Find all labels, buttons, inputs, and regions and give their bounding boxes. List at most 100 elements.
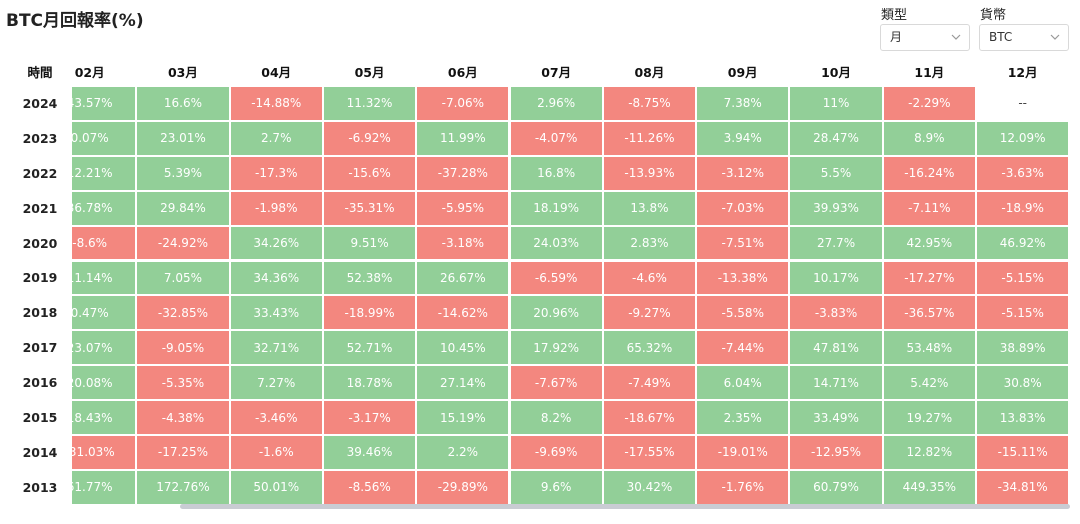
return-cell: -18.9% [977,191,1069,225]
return-cell: 449.35% [883,470,975,504]
return-cell: -37.28% [417,156,509,190]
return-cell: 27.7% [790,226,882,260]
return-cell: 39.46% [323,436,416,469]
return-cell: -8.56% [323,470,416,504]
return-cell: 11.99% [417,121,509,155]
header-cell: 06月 [447,64,478,80]
year-cell: 2019 [22,270,58,286]
return-cell: -16.24% [883,156,975,190]
return-cell: -6.59% [510,261,602,295]
return-cell: 16.8% [510,156,602,190]
return-cell: 9.6% [510,470,602,504]
return-cell: 20.96% [510,296,602,330]
return-cell: -13.38% [697,261,789,295]
return-cell: -17.55% [603,436,696,469]
return-cell: -8.75% [603,87,696,120]
return-cell: 24.03% [510,226,602,260]
header-cell: 04月 [261,64,292,80]
return-cell: 18.19% [510,191,602,225]
return-cell: 42.95% [883,226,975,260]
return-cell: -14.62% [417,296,509,330]
table-scroll: 02月03月04月05月06月07月08月09月10月11月12月43.57%1… [72,56,1075,506]
return-cell: -15.11% [977,436,1069,469]
return-cell: -9.05% [137,331,229,365]
return-cell: -5.15% [977,296,1069,330]
return-cell: 172.76% [137,470,229,504]
return-cell: -11.26% [603,121,696,155]
return-cell: -7.11% [883,191,975,225]
return-cell: 20.08% [72,366,136,400]
return-cell: 50.01% [230,470,322,504]
return-cell: -1.98% [230,191,322,225]
return-cell: -12.95% [790,436,882,469]
return-cell: -13.93% [603,156,696,190]
return-cell: 65.32% [603,331,696,365]
return-cell: -3.12% [697,156,789,190]
return-cell: 18.78% [323,366,416,400]
return-cell: -5.58% [697,296,789,330]
return-cell: 33.49% [790,401,882,434]
return-cell: -24.92% [137,226,229,260]
return-cell: 11% [790,87,882,120]
return-cell: -14.88% [230,87,322,120]
return-cell: -18.67% [603,401,696,434]
return-cell: 52.38% [323,261,416,295]
return-cell: -1.6% [230,436,322,469]
return-cell: 3.94% [697,121,789,155]
period-select[interactable]: 月 [880,24,970,51]
return-cell: -7.44% [697,331,789,365]
year-cell: 2017 [22,340,58,356]
header-cell: 03月 [167,64,198,80]
return-cell: -4.07% [510,121,602,155]
select-value: 月 [890,30,903,44]
header-cell: 09月 [727,64,758,80]
return-cell: 29.84% [137,191,229,225]
return-cell: 13.8% [603,191,696,225]
return-cell: 0.07% [72,121,136,155]
return-cell: 43.57% [72,87,136,120]
return-cell: -19.01% [697,436,789,469]
return-cell: -3.83% [790,296,882,330]
return-cell: 23.07% [72,331,136,365]
filter-label: 貨幣 [980,8,1007,23]
return-cell: -17.27% [883,261,975,295]
return-cell: -34.81% [977,470,1069,504]
return-cell: 36.78% [72,191,136,225]
return-cell: -17.25% [137,436,229,469]
return-cell: -6.92% [323,121,416,155]
return-cell: 61.77% [72,470,136,504]
return-cell: 12.09% [977,121,1069,155]
return-cell: 33.43% [230,296,322,330]
filter-label: 類型 [881,8,908,23]
header-cell: 07月 [541,64,572,80]
currency-select[interactable]: BTC [979,24,1069,51]
year-cell: 2014 [22,444,58,460]
header-cell: 12月 [1007,64,1038,80]
return-cell: 7.27% [230,366,322,400]
return-cell: 60.79% [790,470,882,504]
return-cell: 2.96% [510,87,602,120]
return-cell: -2.29% [883,87,975,120]
return-cell: -3.63% [977,156,1069,190]
return-cell: -7.67% [510,366,602,400]
return-cell: -15.6% [323,156,416,190]
scrollbar[interactable] [180,504,1070,509]
year-cell: 2024 [22,95,58,111]
return-cell: 8.9% [883,121,975,155]
header-cell: 時間 [27,64,53,80]
return-cell: -4.38% [137,401,229,434]
return-cell: 9.51% [323,226,416,260]
return-cell: 18.43% [72,401,136,434]
return-cell: -7.49% [603,366,696,400]
return-cell: 34.36% [230,261,322,295]
return-cell: -5.15% [977,261,1069,295]
return-cell: -3.18% [417,226,509,260]
header-cell: 05月 [354,64,385,80]
return-cell: 16.6% [137,87,229,120]
return-cell: -4.6% [603,261,696,295]
return-cell: 26.67% [417,261,509,295]
year-cell: 2023 [22,130,58,146]
return-cell: 46.92% [977,226,1069,260]
return-cell: -5.95% [417,191,509,225]
